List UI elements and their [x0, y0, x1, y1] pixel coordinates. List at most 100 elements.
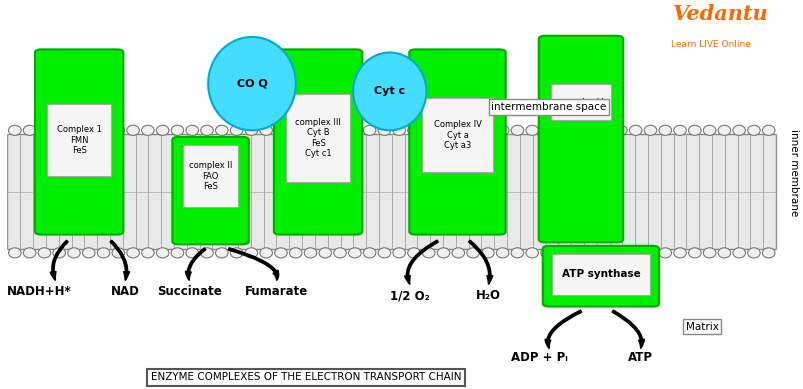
Ellipse shape [555, 125, 568, 135]
Ellipse shape [230, 248, 243, 258]
Ellipse shape [141, 248, 154, 258]
Ellipse shape [127, 248, 139, 258]
Ellipse shape [407, 248, 420, 258]
Ellipse shape [67, 248, 80, 258]
FancyBboxPatch shape [550, 84, 610, 120]
Ellipse shape [703, 248, 715, 258]
Ellipse shape [67, 125, 80, 135]
Ellipse shape [245, 125, 257, 135]
Ellipse shape [38, 248, 51, 258]
Text: 1/2 O₂: 1/2 O₂ [389, 289, 429, 302]
Ellipse shape [495, 125, 508, 135]
Ellipse shape [525, 248, 538, 258]
Ellipse shape [703, 125, 715, 135]
FancyBboxPatch shape [172, 137, 248, 244]
Ellipse shape [259, 248, 272, 258]
Ellipse shape [467, 125, 479, 135]
Ellipse shape [437, 248, 449, 258]
Ellipse shape [658, 125, 671, 135]
Ellipse shape [9, 125, 21, 135]
FancyArrowPatch shape [110, 240, 129, 280]
FancyArrowPatch shape [544, 310, 581, 348]
Ellipse shape [171, 248, 184, 258]
Ellipse shape [275, 248, 287, 258]
FancyBboxPatch shape [542, 246, 658, 307]
Ellipse shape [437, 125, 449, 135]
Ellipse shape [349, 125, 361, 135]
FancyBboxPatch shape [409, 49, 505, 235]
Ellipse shape [599, 248, 612, 258]
Ellipse shape [215, 248, 228, 258]
Ellipse shape [83, 248, 95, 258]
Text: H₂O: H₂O [475, 289, 500, 302]
Ellipse shape [629, 248, 641, 258]
Text: Learn LIVE Online: Learn LIVE Online [670, 40, 750, 49]
Ellipse shape [540, 248, 552, 258]
Bar [7, 134, 775, 249]
FancyArrowPatch shape [51, 240, 67, 280]
Ellipse shape [569, 125, 582, 135]
Ellipse shape [304, 248, 316, 258]
Ellipse shape [53, 125, 65, 135]
Ellipse shape [481, 125, 494, 135]
Ellipse shape [157, 125, 169, 135]
FancyBboxPatch shape [422, 98, 492, 172]
Ellipse shape [201, 248, 213, 258]
Ellipse shape [732, 125, 744, 135]
Text: complex III
Cyt B
FeS
Cyt c1: complex III Cyt B FeS Cyt c1 [295, 118, 340, 158]
Ellipse shape [201, 125, 213, 135]
FancyArrowPatch shape [612, 310, 643, 348]
Ellipse shape [525, 125, 538, 135]
Text: Cyt c: Cyt c [373, 86, 405, 96]
Ellipse shape [687, 125, 700, 135]
Ellipse shape [157, 248, 169, 258]
FancyArrowPatch shape [185, 248, 206, 280]
Ellipse shape [658, 248, 671, 258]
Ellipse shape [747, 248, 760, 258]
Ellipse shape [97, 248, 110, 258]
Text: Vedantu: Vedantu [672, 4, 767, 24]
Ellipse shape [377, 125, 390, 135]
Text: complex V: complex V [558, 98, 602, 107]
Ellipse shape [349, 248, 361, 258]
Ellipse shape [319, 248, 331, 258]
Ellipse shape [112, 248, 124, 258]
Ellipse shape [569, 248, 582, 258]
Ellipse shape [353, 53, 426, 130]
Ellipse shape [613, 248, 626, 258]
Ellipse shape [422, 248, 434, 258]
Text: intermembrane space: intermembrane space [491, 102, 606, 112]
Ellipse shape [333, 248, 346, 258]
Ellipse shape [393, 125, 405, 135]
Text: Succinate: Succinate [157, 285, 221, 298]
Ellipse shape [245, 248, 257, 258]
Ellipse shape [23, 125, 36, 135]
Text: Fumarate: Fumarate [245, 285, 308, 298]
Ellipse shape [9, 248, 21, 258]
Ellipse shape [407, 125, 420, 135]
Ellipse shape [23, 248, 36, 258]
Ellipse shape [208, 37, 296, 130]
Text: Matrix: Matrix [685, 322, 718, 332]
FancyBboxPatch shape [47, 104, 111, 176]
Text: ADP + Pᵢ: ADP + Pᵢ [511, 351, 567, 364]
Text: Complex IV
Cyt a
Cyt a3: Complex IV Cyt a Cyt a3 [433, 120, 481, 150]
Ellipse shape [687, 248, 700, 258]
Ellipse shape [629, 125, 641, 135]
Ellipse shape [599, 125, 612, 135]
Ellipse shape [673, 248, 686, 258]
Ellipse shape [127, 125, 139, 135]
Ellipse shape [643, 248, 656, 258]
Ellipse shape [83, 125, 95, 135]
Ellipse shape [761, 125, 774, 135]
Ellipse shape [643, 125, 656, 135]
Ellipse shape [717, 125, 730, 135]
FancyArrowPatch shape [468, 240, 492, 284]
Ellipse shape [673, 125, 686, 135]
Ellipse shape [467, 248, 479, 258]
Ellipse shape [141, 125, 154, 135]
Text: Complex 1
FMN
FeS: Complex 1 FMN FeS [57, 125, 101, 155]
Ellipse shape [613, 125, 626, 135]
FancyArrowPatch shape [228, 248, 278, 280]
Ellipse shape [38, 125, 51, 135]
